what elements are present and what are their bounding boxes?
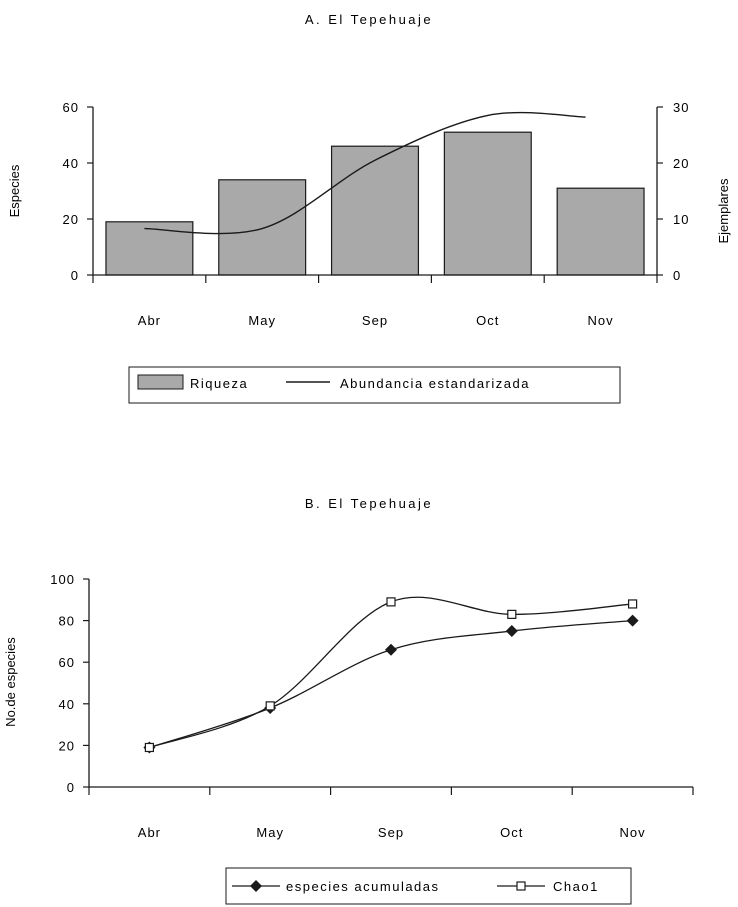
chart-b-x-tick-labels: Abr May Sep Oct Nov: [138, 825, 646, 840]
chart-a-bar-oct: [443, 131, 532, 276]
chart-a-y-tick-label: 40: [63, 156, 79, 171]
chart-b-y-tick-labels: 0 20 40 60 80 100: [50, 572, 75, 795]
chart-b-especies-point-sep: [385, 643, 397, 656]
chart-a-bar-nov: [556, 187, 645, 276]
chart-b: B. El Tepehuaje 0 20 40 60 80 100 Abr May Sep Oc…: [3, 496, 694, 905]
chart-b-legend: especies acumuladas Chao1: [225, 867, 632, 905]
chart-a-y-tick-label: 0: [71, 268, 79, 283]
chart-b-especies-point-oct: [505, 625, 518, 637]
chart-a-legend: Riqueza Abundancia estandarizada: [128, 366, 621, 404]
chart-a-y-tick-label: 20: [63, 212, 79, 227]
chart-b-chao1-point-nov: [627, 599, 638, 609]
chart-a-x-tick-label: May: [248, 313, 276, 328]
chart-b-x-tick-label: Sep: [378, 825, 404, 840]
chart-b-y-tick-label: 20: [59, 738, 75, 753]
chart-a-x-tick-label: Abr: [138, 313, 161, 328]
chart-b-y-tick-label: 40: [59, 697, 75, 712]
legend-riqueza-swatch: [137, 374, 184, 390]
chart-a-y2-axis-label: Ejemplares: [716, 178, 731, 244]
chart-a-x-tick-label: Nov: [588, 313, 614, 328]
legend-riqueza-label: Riqueza: [190, 376, 248, 391]
chart-a-x-tick-labels: Abr May Sep Oct Nov: [138, 313, 614, 328]
chart-a-x-tick-label: Sep: [362, 313, 388, 328]
chart-b-y-axis-label: No.de especies: [3, 637, 18, 727]
chart-a-title: A. El Tepehuaje: [305, 12, 433, 27]
chart-b-especies-line: [149, 619, 633, 749]
chart-b-y-tick-label: 100: [50, 572, 75, 587]
chart-b-chao1-point-abr: [144, 742, 154, 753]
chart-b-y-tick-label: 80: [59, 614, 75, 629]
chart-b-title: B. El Tepehuaje: [305, 496, 433, 511]
chart-b-y-tick-label: 60: [59, 655, 75, 670]
legend-abundancia-label: Abundancia estandarizada: [340, 376, 530, 391]
chart-b-x-tick-label: Oct: [500, 825, 523, 840]
chart-a-bars: [105, 131, 645, 276]
chart-a-y2-tick-label: 20: [673, 156, 689, 171]
chart-b-x-tick-label: May: [256, 825, 284, 840]
chart-b-x-tick-label: Abr: [138, 825, 161, 840]
chart-a-legend-box: [128, 366, 621, 404]
legend-especies-diamond-icon: [250, 880, 262, 892]
chart-a-abundance-line: [144, 111, 586, 235]
chart-a-x-tick-label: Oct: [476, 313, 499, 328]
chart-b-legend-box: [225, 867, 632, 905]
chart-a-y2-tick-label: 10: [673, 212, 689, 227]
legend-chao1-label: Chao1: [553, 879, 599, 894]
chart-b-ticks: [83, 578, 694, 795]
chart-a: A. El Tepehuaje 0 20 40 60 0 10 20 30 Abr May Se…: [7, 12, 731, 404]
chart-b-chao1-point-oct: [507, 609, 517, 619]
chart-b-x-tick-label: Nov: [620, 825, 646, 840]
chart-b-markers: [143, 597, 639, 754]
chart-a-y-tick-labels: 0 20 40 60: [63, 100, 79, 283]
chart-a-y2-tick-label: 30: [673, 100, 689, 115]
chart-a-ticks: [87, 106, 663, 283]
legend-chao1-square-icon: [516, 881, 526, 891]
chart-b-chao1-point-may: [265, 701, 275, 711]
chart-a-bar-abr: [105, 221, 194, 276]
chart-a-bar-sep: [330, 145, 420, 276]
chart-a-y-tick-label: 60: [63, 100, 79, 115]
chart-b-chao1-point-sep: [386, 597, 396, 607]
chart-a-y2-tick-labels: 0 10 20 30: [673, 100, 689, 283]
chart-a-y2-tick-label: 0: [673, 268, 681, 283]
chart-a-bar-may: [218, 179, 307, 276]
legend-especies-label: especies acumuladas: [286, 879, 440, 894]
chart-b-y-tick-label: 0: [67, 780, 75, 795]
chart-a-y-axis-label: Especies: [7, 164, 22, 217]
chart-b-especies-point-nov: [626, 614, 639, 627]
